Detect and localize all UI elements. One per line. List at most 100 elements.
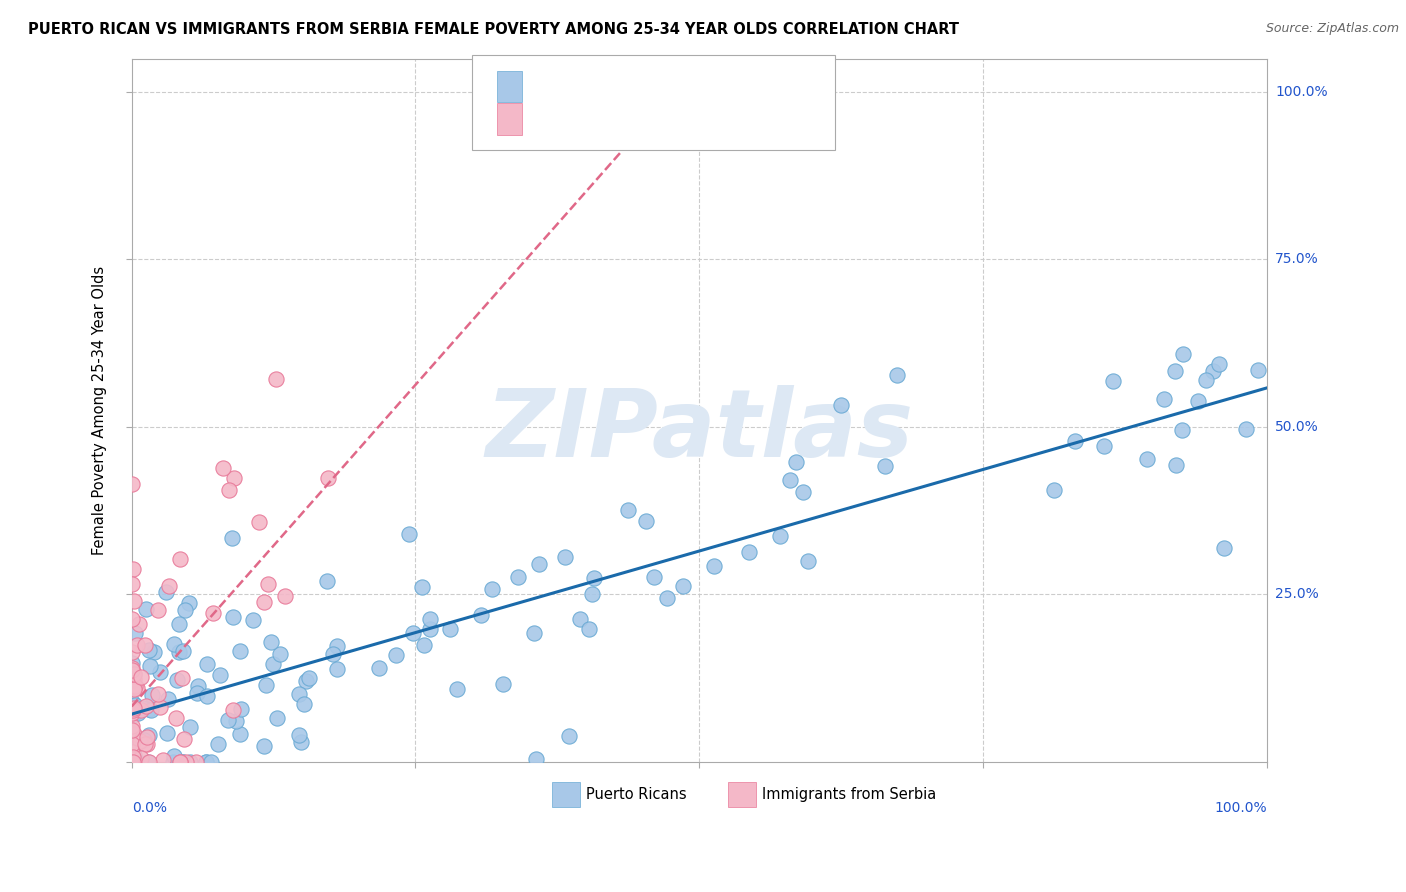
- Point: [138, 755, 160, 769]
- Point: [1164, 363, 1187, 377]
- Point: [218, 483, 240, 497]
- Point: [173, 732, 195, 747]
- Point: [208, 667, 231, 681]
- Point: [290, 735, 312, 749]
- Point: [481, 582, 503, 597]
- Point: [274, 589, 297, 603]
- Point: [288, 687, 311, 701]
- Point: [149, 700, 172, 714]
- Point: [583, 571, 606, 585]
- Point: [195, 755, 218, 769]
- Point: [122, 681, 145, 696]
- Point: [124, 625, 146, 640]
- Point: [124, 679, 146, 693]
- Point: [122, 750, 145, 764]
- Point: [222, 471, 245, 485]
- Point: [121, 612, 143, 626]
- Point: [121, 755, 143, 769]
- Point: [169, 755, 191, 769]
- Point: [155, 585, 177, 599]
- Point: [643, 569, 665, 583]
- Text: 100.0%: 100.0%: [1275, 85, 1327, 99]
- Point: [129, 703, 152, 717]
- Point: [769, 528, 792, 542]
- Point: [122, 667, 145, 681]
- Text: R =  0.478   N =  67: R = 0.478 N = 67: [533, 110, 716, 128]
- Point: [1171, 346, 1194, 360]
- Point: [524, 752, 547, 766]
- Point: [134, 639, 156, 653]
- Point: [125, 639, 148, 653]
- Point: [172, 755, 194, 769]
- Point: [792, 485, 814, 500]
- Text: Source: ZipAtlas.com: Source: ZipAtlas.com: [1265, 22, 1399, 36]
- Point: [411, 580, 433, 594]
- Point: [222, 703, 245, 717]
- Point: [138, 701, 160, 715]
- Point: [1064, 434, 1087, 448]
- Point: [402, 625, 425, 640]
- Point: [398, 527, 420, 541]
- Point: [143, 645, 166, 659]
- Point: [886, 368, 908, 382]
- Point: [1042, 483, 1064, 498]
- Point: [1195, 373, 1218, 387]
- Point: [225, 714, 247, 728]
- Text: 100.0%: 100.0%: [1215, 800, 1267, 814]
- Point: [121, 661, 143, 675]
- Point: [121, 663, 143, 677]
- Point: [294, 697, 316, 711]
- Point: [222, 609, 245, 624]
- Point: [875, 458, 897, 473]
- Point: [169, 645, 191, 659]
- Point: [316, 471, 339, 485]
- Point: [298, 671, 321, 685]
- FancyBboxPatch shape: [498, 70, 522, 103]
- Point: [315, 574, 337, 589]
- Point: [634, 514, 657, 528]
- Point: [703, 558, 725, 573]
- Point: [1187, 394, 1209, 409]
- Point: [737, 545, 759, 559]
- Point: [122, 755, 145, 769]
- Point: [121, 719, 143, 733]
- Point: [179, 720, 201, 734]
- Point: [187, 679, 209, 693]
- Point: [228, 644, 250, 658]
- Point: [492, 677, 515, 691]
- Point: [163, 637, 186, 651]
- Point: [797, 554, 820, 568]
- Point: [202, 606, 225, 620]
- Point: [138, 643, 160, 657]
- Point: [121, 656, 143, 670]
- Point: [260, 635, 283, 649]
- Point: [138, 728, 160, 742]
- Point: [169, 552, 191, 566]
- Point: [134, 601, 156, 615]
- Point: [121, 477, 143, 491]
- Point: [122, 562, 145, 576]
- Point: [657, 591, 679, 606]
- Point: [568, 612, 591, 626]
- Point: [1136, 452, 1159, 467]
- Point: [121, 673, 143, 687]
- Point: [163, 748, 186, 763]
- Point: [139, 703, 162, 717]
- Point: [419, 623, 441, 637]
- Point: [174, 755, 197, 769]
- Point: [785, 455, 807, 469]
- Point: [179, 596, 201, 610]
- Point: [136, 755, 159, 769]
- Point: [1153, 392, 1175, 406]
- Point: [134, 737, 156, 751]
- Point: [146, 603, 169, 617]
- Point: [174, 603, 197, 617]
- Point: [121, 706, 143, 720]
- Point: [124, 698, 146, 712]
- Point: [121, 755, 143, 769]
- Point: [368, 661, 391, 675]
- Point: [129, 670, 152, 684]
- Point: [122, 666, 145, 681]
- Point: [200, 755, 222, 769]
- Point: [125, 681, 148, 695]
